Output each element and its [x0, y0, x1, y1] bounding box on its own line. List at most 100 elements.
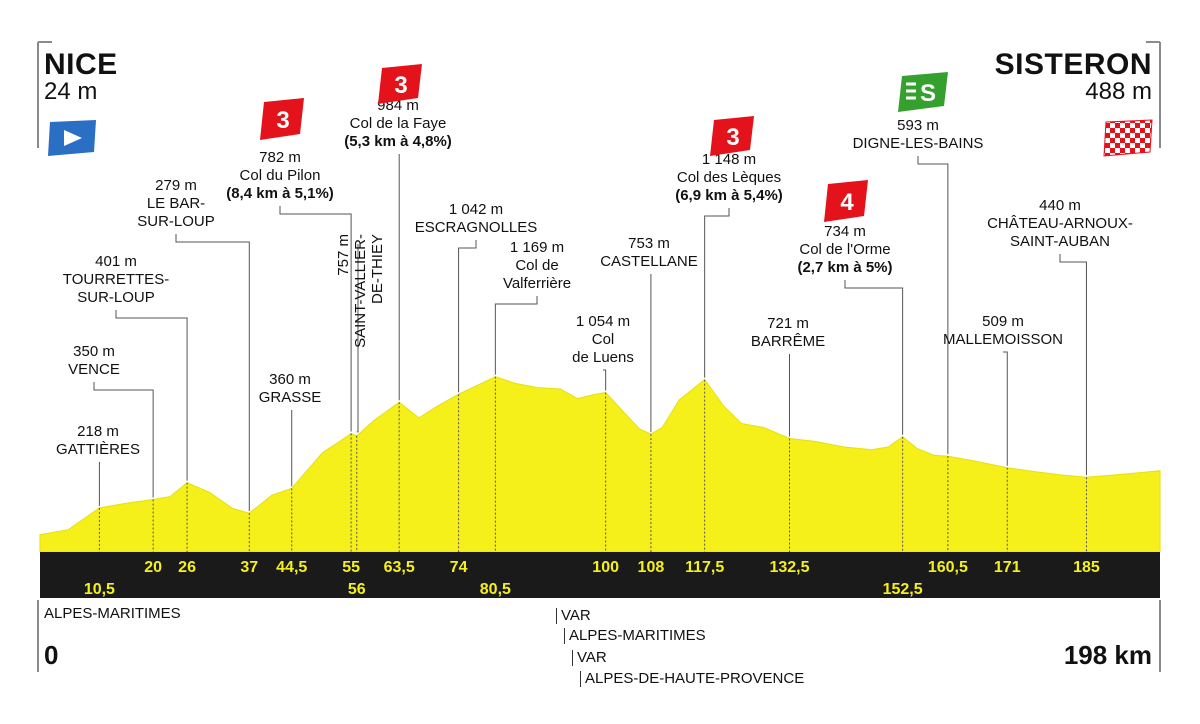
point-label-line: 721 m: [767, 315, 809, 332]
point-label-line: DIGNE-LES-BAINS: [853, 135, 984, 152]
point-label: 279 mLE BAR-SUR-LOUP: [137, 177, 215, 230]
point-label-line: SUR-LOUP: [137, 213, 215, 230]
region-var: VAR: [556, 608, 591, 624]
climb-detail: (8,4 km à 5,1%): [226, 185, 334, 202]
region-var-2: VAR: [572, 650, 607, 666]
leader-line: [1003, 351, 1008, 466]
point-label-line: 757 m: [335, 234, 352, 276]
km-label: 63,5: [384, 559, 415, 576]
start-altitude: 24 m: [44, 78, 98, 105]
region-alpes-maritimes: ALPES-MARITIMES: [44, 605, 181, 622]
point-label-line: 1 148 m: [702, 151, 756, 168]
point-label-line: de Luens: [572, 349, 634, 366]
km-label: 26: [178, 559, 196, 576]
point-label-line: Valferrière: [503, 275, 571, 292]
point-label-line: CHÂTEAU-ARNOUX-: [987, 215, 1133, 232]
point-label-line: 1 042 m: [449, 201, 503, 218]
point-label-line: 753 m: [628, 235, 670, 252]
climb-category-badge: 4: [824, 180, 868, 222]
point-label-line: Col de la Faye: [350, 115, 447, 132]
point-label-line: SUR-LOUP: [77, 289, 155, 306]
elevation-area: [39, 376, 1161, 553]
point-label-line: 279 m: [155, 177, 197, 194]
checkered-flag-icon: [1103, 119, 1153, 157]
leader-line: [356, 244, 359, 433]
km-label: 171: [994, 559, 1021, 576]
leader-line: [704, 208, 730, 378]
frame-lines: [37, 41, 1161, 672]
point-label-line: GRASSE: [259, 389, 322, 406]
leader-line: [1059, 254, 1087, 476]
km-label: 80,5: [480, 581, 511, 598]
km-band: [40, 552, 1160, 598]
km-label: 132,5: [769, 559, 809, 576]
leader-line: [844, 280, 904, 435]
climb-category-label: 3: [276, 107, 289, 134]
point-label-line: SAINT-AUBAN: [1010, 233, 1110, 250]
point-label-line: 734 m: [824, 223, 866, 240]
point-label-line: 440 m: [1039, 197, 1081, 214]
climb-category-label: 3: [726, 124, 739, 151]
point-label-line: TOURRETTES-: [63, 271, 169, 288]
leader-line: [458, 240, 477, 393]
region-alpes-maritimes-2: ALPES-MARITIMES: [564, 628, 706, 644]
leader-line: [603, 369, 607, 391]
start-km: 0: [44, 640, 59, 670]
km-label: 108: [638, 559, 665, 576]
drop-lines: [98, 376, 1087, 552]
leader-line: [93, 382, 154, 498]
point-label-line: VENCE: [68, 361, 120, 378]
point-label-vertical: 757 m SAINT-VALLIER- DE-THIEY: [335, 234, 386, 348]
point-label-line: LE BAR-: [147, 195, 205, 212]
point-label-line: Col: [592, 331, 615, 348]
sprint-badge-icon: S: [898, 72, 948, 112]
point-label-line: Col du Pilon: [240, 167, 321, 184]
point-label-line: SAINT-VALLIER-: [352, 234, 369, 348]
point-label-line: CASTELLANE: [600, 253, 698, 270]
km-label: 160,5: [928, 559, 968, 576]
climb-category-badge: 3: [260, 98, 304, 140]
km-label: 56: [348, 581, 366, 598]
point-label-line: Col des Lèques: [677, 169, 781, 186]
point-label-line: BARRÊME: [751, 333, 825, 350]
point-label-line: 401 m: [95, 253, 137, 270]
km-label: 74: [450, 559, 468, 576]
km-label: 117,5: [685, 559, 724, 576]
finish-km: 198 km: [1063, 640, 1152, 670]
leader-line: [494, 296, 538, 375]
point-label-line: ESCRAGNOLLES: [415, 219, 538, 236]
point-label-line: 360 m: [269, 371, 311, 388]
start-flag-icon: [48, 120, 96, 156]
climb-detail: (5,3 km à 4,8%): [344, 133, 452, 150]
finish-town: SISTERON: [994, 48, 1152, 81]
km-label: 37: [240, 559, 258, 576]
km-label: 55: [342, 559, 360, 576]
km-label: 185: [1073, 559, 1100, 576]
climb-category-label: 3: [394, 72, 407, 99]
leader-line: [115, 310, 188, 481]
point-label-line: MALLEMOISSON: [943, 331, 1063, 348]
point-label-line: Col de l'Orme: [799, 241, 890, 258]
climb-category-badge: 3: [378, 64, 422, 104]
leader-line: [917, 156, 949, 455]
point-label-line: 509 m: [982, 313, 1024, 330]
point-label-line: 218 m: [77, 423, 119, 440]
point-label-line: Col de: [515, 257, 558, 274]
finish-altitude: 488 m: [1085, 78, 1152, 105]
km-label: 20: [144, 559, 162, 576]
climb-detail: (6,9 km à 5,4%): [675, 187, 783, 204]
climb-detail: (2,7 km à 5%): [797, 259, 892, 276]
